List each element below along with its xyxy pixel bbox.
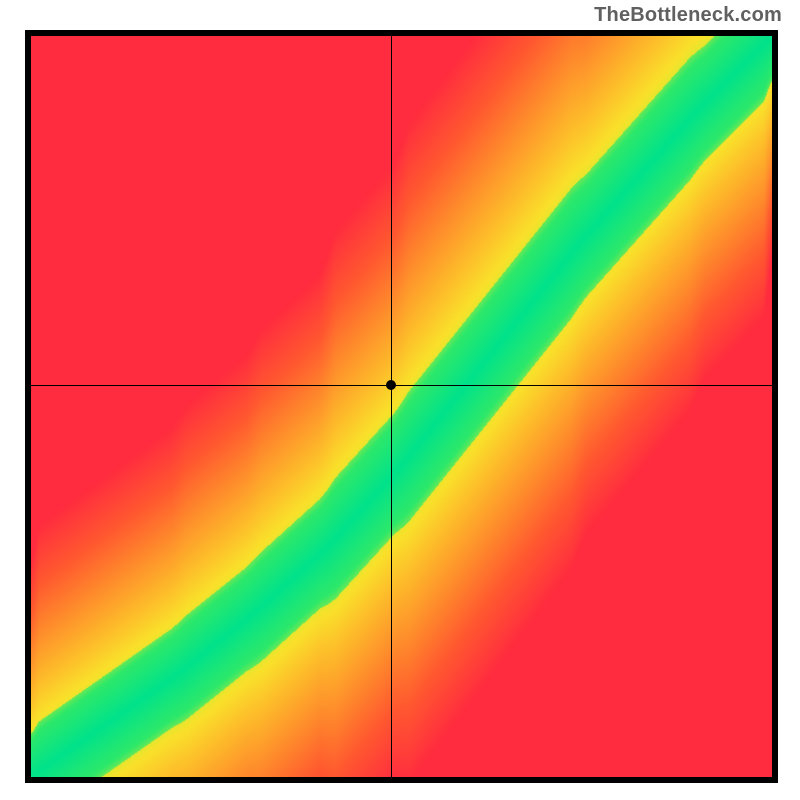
crosshair-vertical-line: [391, 36, 392, 777]
bottleneck-heatmap: [31, 36, 772, 777]
crosshair-horizontal-line: [31, 385, 772, 386]
watermark-text: TheBottleneck.com: [594, 4, 782, 27]
chart-container: TheBottleneck.com: [0, 0, 800, 800]
